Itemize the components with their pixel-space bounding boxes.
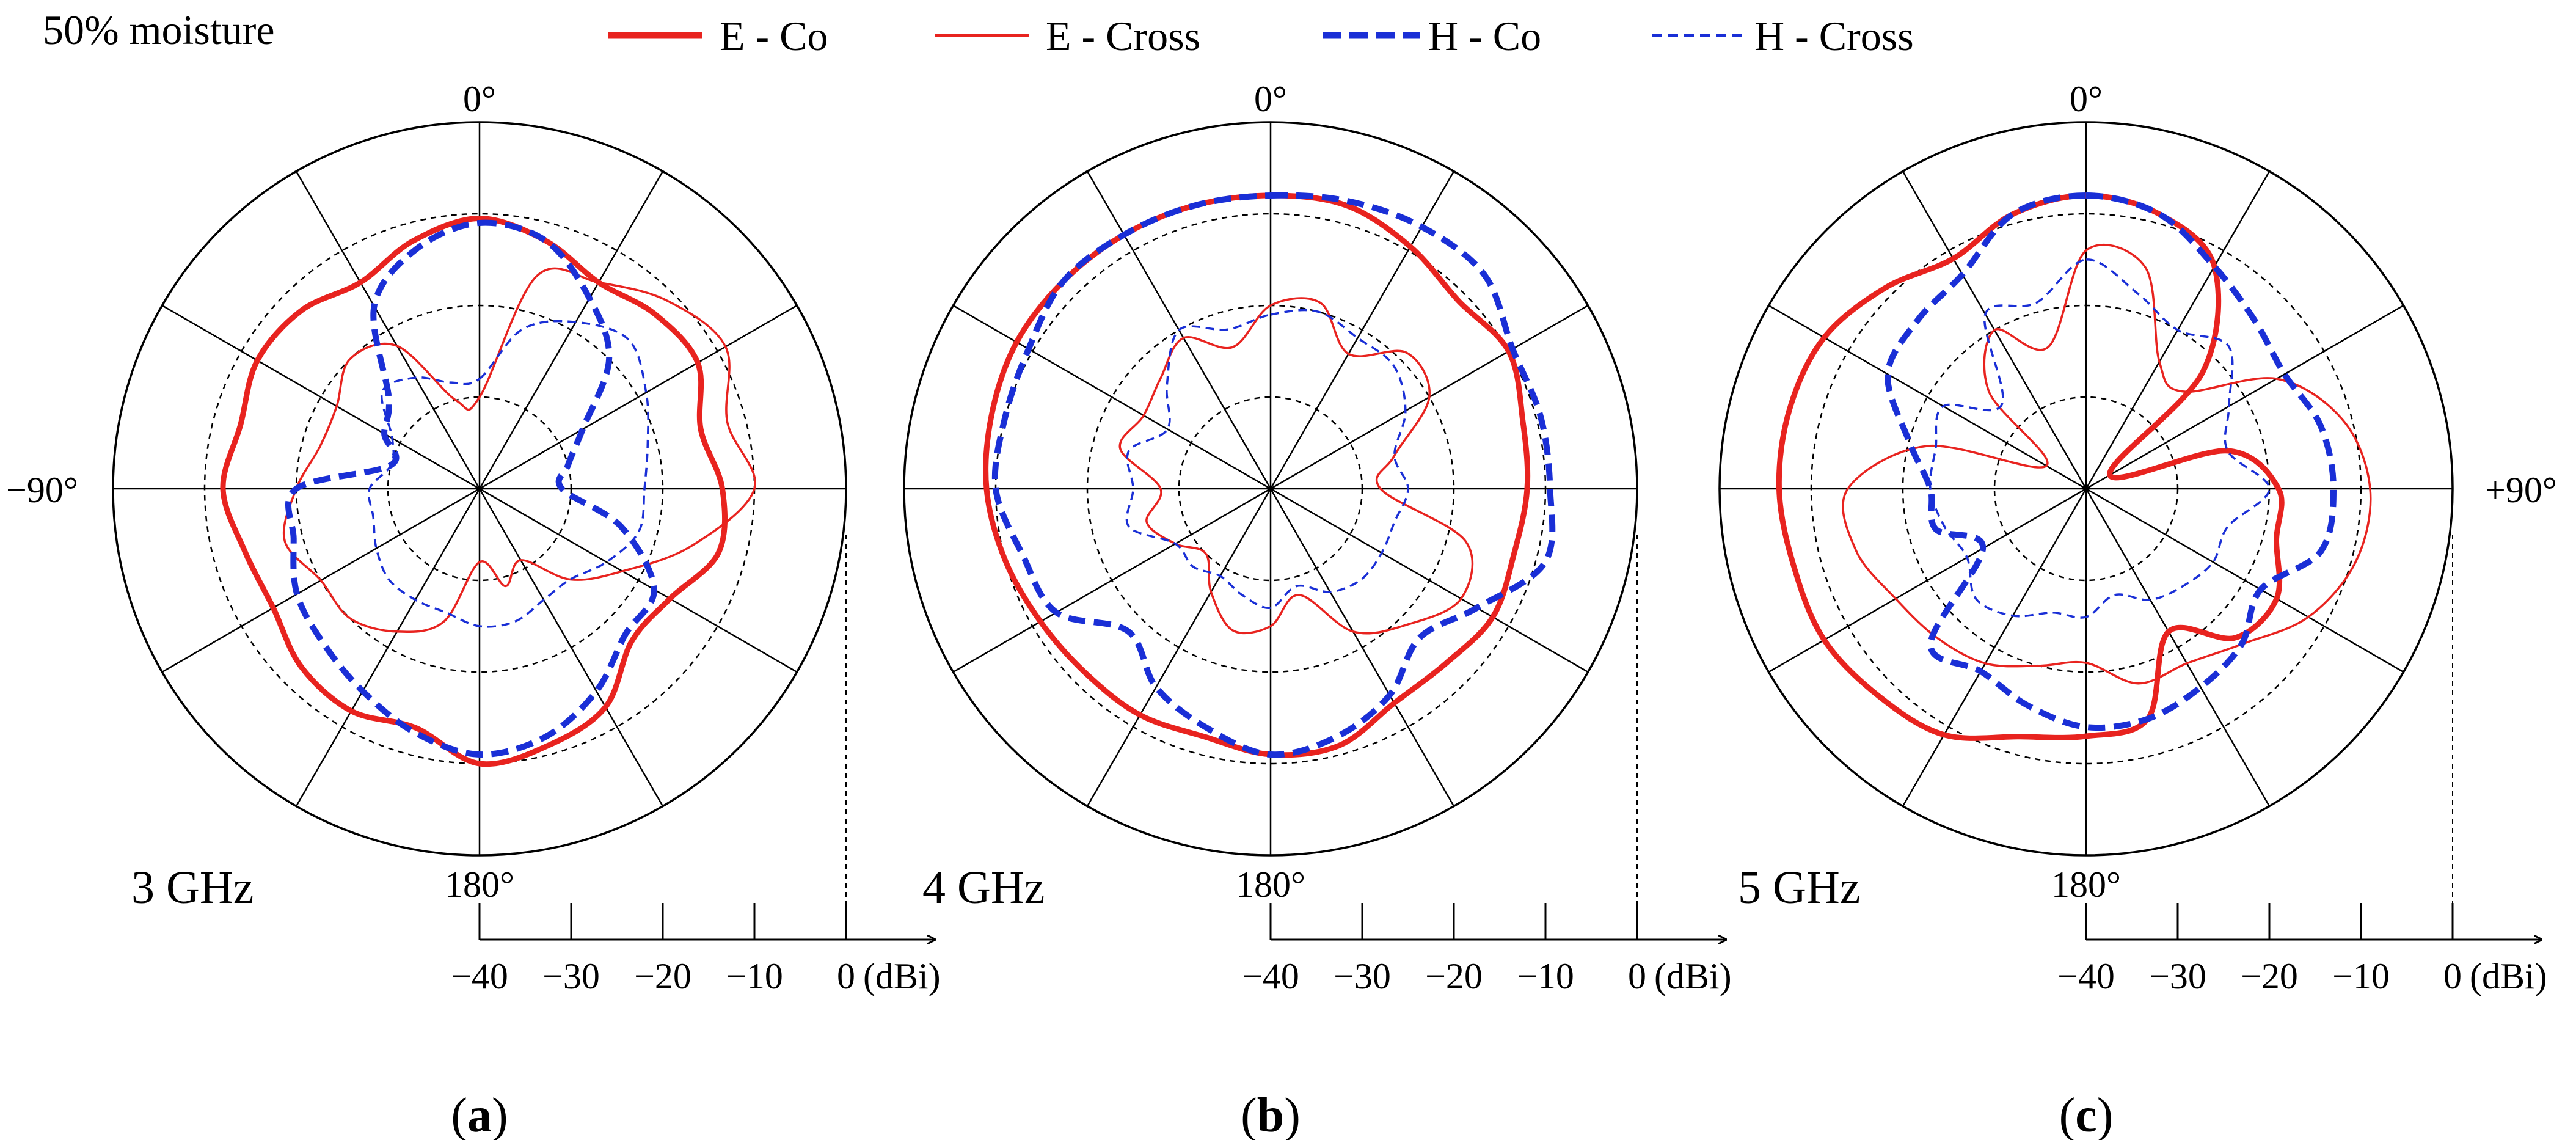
polar-panel-b: 0° 180° 4 GHz −40 −30 −20 −10 0 (dBi) (b) <box>903 79 1732 1140</box>
angle-label-right: +90° <box>2485 470 2557 510</box>
scale-tick-label-4: 0 <box>1628 956 1646 996</box>
scale-tick-label-2: −20 <box>634 956 691 996</box>
polar-panel-a: 0° 180° 3 GHz −40 −30 −20 −10 0 (dBi) (a) <box>112 79 941 1140</box>
spoke-60 <box>2085 304 2404 490</box>
series-h-co <box>991 192 1556 758</box>
scale-tick-label-1: −30 <box>1334 956 1391 996</box>
series-h-co <box>285 219 657 758</box>
frequency-label: 3 GHz <box>131 862 254 913</box>
frequency-label: 5 GHz <box>1738 862 1861 913</box>
spoke-210 <box>1902 488 2087 807</box>
polar-panel-c: 0° 180° 5 GHz −40 −30 −20 −10 0 (dBi) (c) <box>1718 79 2547 1140</box>
legend-label-e-co: E - Co <box>720 13 828 59</box>
frequency-label: 4 GHz <box>922 862 1045 913</box>
spoke-120 <box>2085 488 2404 673</box>
spoke-150 <box>478 488 664 807</box>
scale-tick-label-4: 0 <box>2443 956 2462 996</box>
series-h-cross <box>1928 258 2271 619</box>
spoke-60 <box>479 304 798 490</box>
scale-tick-label-3: −10 <box>1517 956 1574 996</box>
spoke-330 <box>295 170 481 489</box>
series-e-co <box>220 216 728 767</box>
angle-label-bottom: 180° <box>445 864 514 905</box>
series-e-co <box>1776 192 2285 741</box>
series-e-cross <box>1842 244 2372 685</box>
scale-tick-label-0: −40 <box>2057 956 2115 996</box>
series-e-co <box>983 192 1531 758</box>
panel-label: (a) <box>451 1089 508 1140</box>
scale-unit-label: (dBi) <box>1654 956 1732 996</box>
spoke-150 <box>1269 488 1455 807</box>
scale-tick-label-0: −40 <box>451 956 508 996</box>
scale-tick-label-3: −10 <box>2332 956 2390 996</box>
angle-label-top: 0° <box>1254 79 1287 119</box>
angle-label-left: −90° <box>6 470 78 510</box>
series-e-cross <box>1118 297 1474 635</box>
series-e-cross <box>282 267 757 634</box>
panel-label: (b) <box>1241 1089 1301 1140</box>
legend-label-e-cross: E - Cross <box>1046 13 1200 59</box>
legend: E - Co E - Cross H - Co H - Cross <box>608 13 1914 59</box>
scale-tick-label-4: 0 <box>837 956 855 996</box>
series-h-cross <box>1125 309 1409 609</box>
angle-label-bottom: 180° <box>1236 864 1305 905</box>
spoke-30 <box>478 170 664 489</box>
spoke-150 <box>2085 488 2271 807</box>
angle-label-top: 0° <box>2070 79 2103 119</box>
spoke-240 <box>1768 488 2087 673</box>
spoke-240 <box>952 488 1271 673</box>
spoke-30 <box>1269 170 1455 489</box>
scale-tick-label-3: −10 <box>726 956 783 996</box>
angle-label-bottom: 180° <box>2051 864 2121 905</box>
spoke-120 <box>1270 488 1589 673</box>
legend-label-h-co: H - Co <box>1428 13 1541 59</box>
spoke-120 <box>479 488 798 673</box>
spoke-300 <box>161 304 480 490</box>
scale-tick-label-2: −20 <box>1425 956 1483 996</box>
scale-tick-label-0: −40 <box>1242 956 1299 996</box>
panel-label: (c) <box>2059 1089 2114 1140</box>
scale-unit-label: (dBi) <box>2470 956 2547 996</box>
spoke-300 <box>952 304 1271 490</box>
moisture-note: 50% moisture <box>43 7 275 53</box>
scale-tick-label-1: −30 <box>542 956 600 996</box>
spoke-210 <box>295 488 481 807</box>
series-h-cross <box>367 320 649 628</box>
scale-tick-label-2: −20 <box>2241 956 2298 996</box>
spoke-300 <box>1768 304 2087 490</box>
legend-label-h-cross: H - Cross <box>1754 13 1914 59</box>
angle-label-top: 0° <box>463 79 496 119</box>
spoke-210 <box>1086 488 1272 807</box>
scale-unit-label: (dBi) <box>863 956 941 996</box>
scale-tick-label-1: −30 <box>2149 956 2206 996</box>
